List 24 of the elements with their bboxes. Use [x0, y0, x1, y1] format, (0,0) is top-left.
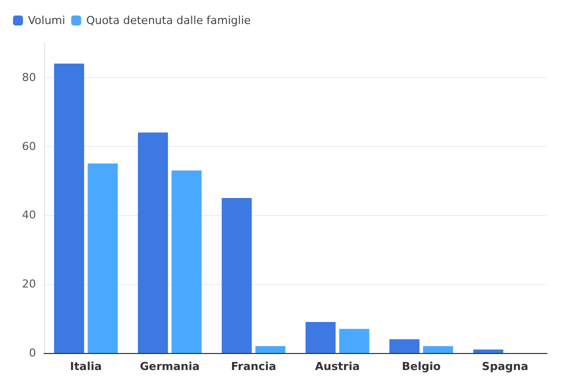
x-tick-label: Francia	[230, 360, 276, 373]
bar	[389, 339, 420, 353]
bar	[222, 198, 252, 353]
bar	[138, 132, 168, 353]
bar	[306, 322, 336, 353]
bar	[172, 170, 202, 353]
legend-label: Volumi	[28, 14, 66, 27]
legend-label: Quota detenuta dalle famiglie	[86, 14, 252, 27]
y-tick-label: 40	[22, 208, 36, 222]
y-tick-label: 60	[22, 140, 36, 153]
x-tick-label: Austria	[315, 360, 360, 373]
y-tick-label: 80	[22, 70, 36, 84]
bar	[473, 350, 504, 353]
bar	[88, 164, 118, 353]
bar	[423, 346, 454, 353]
x-tick-label: Germania	[140, 360, 200, 373]
y-tick-label: 20	[22, 278, 36, 291]
y-tick-label: 0	[29, 346, 36, 360]
x-tick-label: Spagna	[482, 360, 528, 373]
bar	[255, 346, 286, 353]
x-tick-label: Italia	[70, 360, 102, 373]
x-tick-label: Belgio	[402, 360, 442, 373]
bar	[339, 328, 370, 353]
bar	[54, 64, 84, 353]
